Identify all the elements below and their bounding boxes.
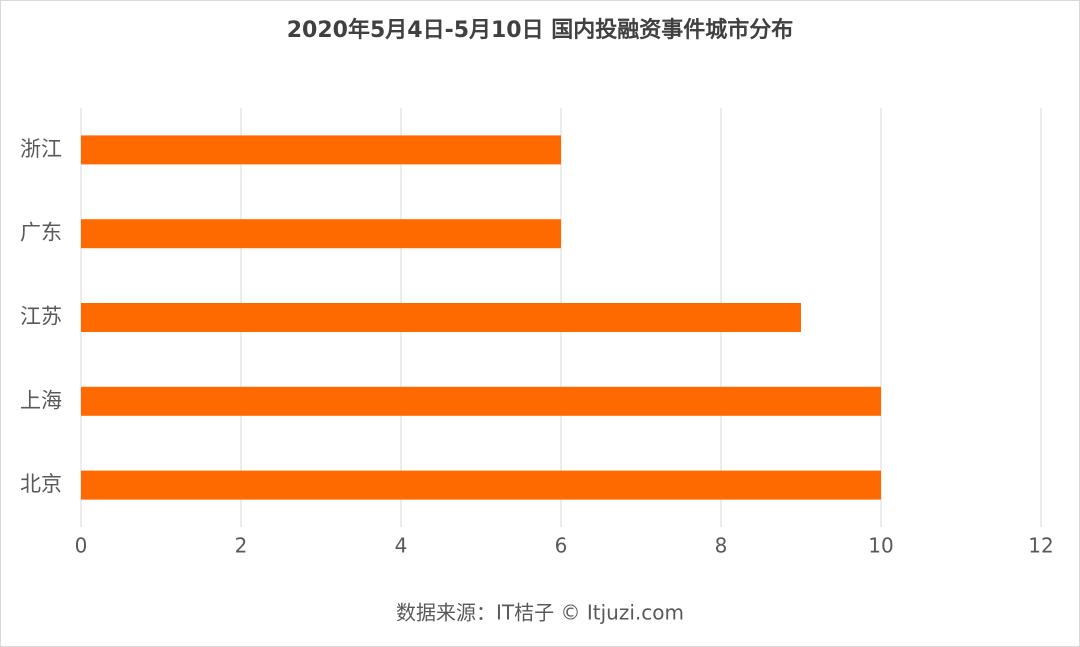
y-tick-label: 北京	[20, 472, 62, 496]
x-tick-label: 12	[1028, 534, 1053, 558]
bar	[81, 470, 881, 500]
x-tick-label: 2	[235, 534, 248, 558]
bar	[81, 219, 561, 249]
x-tick-label: 4	[395, 534, 408, 558]
chart-title: 2020年5月4日-5月10日 国内投融资事件城市分布	[287, 17, 794, 43]
y-tick-label: 上海	[20, 388, 62, 412]
y-tick-label: 江苏	[20, 305, 62, 329]
x-tick-label: 8	[715, 534, 728, 558]
y-tick-label: 广东	[20, 221, 62, 245]
bar	[81, 386, 881, 416]
x-tick-label: 6	[555, 534, 568, 558]
y-tick-label: 浙江	[20, 137, 62, 161]
footnote: 数据来源：IT桔子 © Itjuzi.com	[396, 601, 684, 625]
x-tick-label: 0	[75, 534, 88, 558]
bar	[81, 135, 561, 165]
x-tick-label: 10	[868, 534, 893, 558]
bar	[81, 303, 801, 332]
